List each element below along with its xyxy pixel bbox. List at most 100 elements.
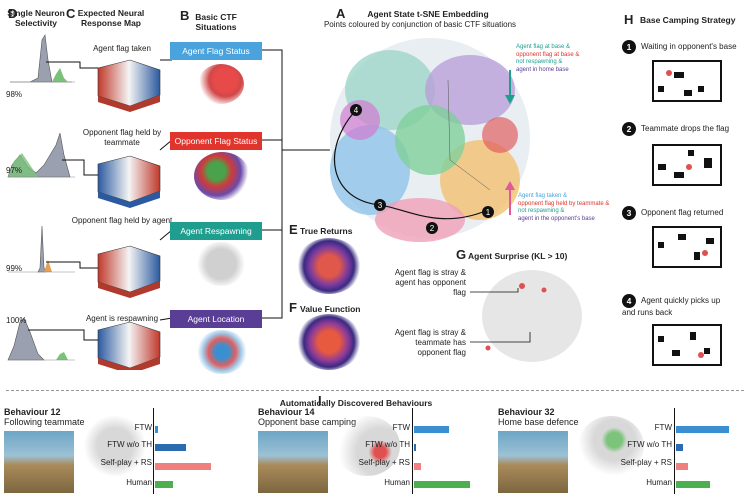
tsne-main-embedding: 4 3 2 1	[330, 38, 530, 242]
tsne-true-returns	[296, 238, 362, 294]
behaviour-32-label-ftw: FTW	[654, 423, 672, 432]
panel-a-subtitle: Points coloured by conjunction of basic …	[323, 20, 517, 29]
behaviour-32-label-human: Human	[646, 478, 672, 487]
behaviour-32-bar-selfplay	[676, 463, 688, 470]
panel-c-title: Expected Neural Response Map	[77, 8, 145, 28]
response-map-2	[97, 155, 161, 208]
marker-1: 1	[486, 208, 491, 217]
response-label-3: Opponent flag held by agent	[71, 216, 173, 225]
behaviour-12-screenshot	[4, 431, 74, 493]
behaviour-14-bar-human	[414, 481, 470, 488]
tsne-surprise	[470, 270, 582, 362]
marker-3: 3	[378, 201, 383, 210]
strategy-map-4	[652, 324, 722, 366]
tsne-opponent-flag	[194, 152, 250, 200]
response-label-4: Agent is respawning	[85, 314, 159, 323]
panel-h-title: Base Camping Strategy	[640, 15, 736, 25]
legend-home-line-1: Agent flag at base &	[516, 44, 571, 50]
panel-b-letter: B	[180, 8, 190, 23]
strategy-map-1	[652, 60, 722, 102]
step-1-text: Waiting in opponent's base	[641, 42, 737, 52]
selectivity-2: 97%	[6, 166, 23, 175]
response-map-3	[97, 245, 161, 298]
tsne-flag-status	[198, 64, 244, 104]
section-divider	[6, 390, 744, 391]
response-map-1	[97, 59, 161, 112]
neuron-histograms	[7, 34, 75, 361]
surprise-annotation-1: Agent flag is stray & agent has opponent…	[394, 268, 466, 297]
panel-f-title: Value Function	[300, 304, 361, 314]
situation-agent-location: Agent Location	[170, 310, 262, 328]
behaviour-32-tsne	[578, 416, 644, 476]
marker-2: 2	[430, 224, 435, 233]
behaviour-32-bar-ftw-noth	[676, 444, 683, 451]
situation-agent-flag-status: Agent Flag Status	[170, 42, 262, 60]
behaviour-14-label-selfplay: Self-play + RS	[358, 458, 410, 467]
behaviour-14-screenshot	[258, 431, 328, 493]
behaviour-14-label-ftw-noth: FTW w/o TH	[365, 440, 410, 449]
behaviour-14-title: Behaviour 14	[258, 407, 315, 417]
behaviour-32-screenshot	[498, 431, 568, 493]
panel-f-letter: F	[289, 300, 297, 315]
behaviour-32-title: Behaviour 32	[498, 407, 555, 417]
panel-a-letter: A	[336, 6, 346, 21]
legend-opp-line-4: agent in the opponent's base	[518, 215, 595, 222]
panel-h-letter: H	[624, 12, 634, 27]
situation-agent-respawning: Agent Respawning	[170, 222, 262, 240]
step-4-text: Agent quickly picks up and runs back	[622, 296, 721, 317]
response-maps	[97, 59, 161, 370]
response-label-1: Agent flag taken	[93, 44, 151, 53]
histogram-4	[7, 317, 75, 361]
strategy-step-3: 3 Opponent flag returned	[622, 206, 723, 220]
panel-e-letter: E	[289, 222, 298, 237]
legend-opp-line-2: opponent flag held by teammate &	[518, 200, 610, 207]
behaviour-32-label-ftw-noth: FTW w/o TH	[627, 440, 672, 449]
legend-opponent-base: Agent flag taken & opponent flag held by…	[518, 193, 609, 223]
behaviour-14-label-human: Human	[384, 478, 410, 487]
behaviour-32-axis	[674, 408, 675, 494]
response-label-2: Opponent flag held by teammate	[82, 128, 162, 147]
histogram-1	[10, 34, 75, 83]
behaviour-12-bar-human	[155, 481, 173, 488]
selectivity-3: 99%	[6, 264, 23, 273]
behaviour-12-desc: Following teammate	[4, 417, 85, 427]
behaviour-12-label-human: Human	[126, 478, 152, 487]
behaviour-12-label-selfplay: Self-play + RS	[100, 458, 152, 467]
panel-a-title: Agent State t-SNE Embedding	[367, 9, 489, 19]
panel-b-title: Basic CTF Situations	[195, 12, 237, 32]
legend-home-line-2: opponent flag at base &	[516, 51, 580, 58]
histogram-2	[7, 132, 75, 178]
behaviour-32-desc: Home base defence	[498, 417, 579, 427]
behaviour-12-bar-ftw-noth	[155, 444, 186, 451]
step-4-number: 4	[622, 294, 636, 308]
behaviour-32-bar-human	[676, 481, 710, 488]
behaviour-12-tsne	[82, 416, 148, 476]
behaviour-14-label-ftw: FTW	[392, 423, 410, 432]
selectivity-4: 100%	[6, 316, 27, 325]
behaviour-14-tsne	[334, 416, 400, 476]
response-map-4	[97, 321, 161, 370]
legend-home-base: Agent flag at base & opponent flag at ba…	[516, 44, 579, 74]
legend-opp-line-1: Agent flag taken &	[518, 193, 568, 199]
panel-e-title: True Returns	[300, 226, 353, 236]
tsne-value-function	[296, 314, 362, 370]
marker-4: 4	[354, 106, 359, 115]
strategy-map-2	[652, 144, 722, 186]
panel-g-title: Agent Surprise (KL > 10)	[468, 251, 568, 261]
legend-opp-line-3: not respawning &	[518, 208, 565, 214]
step-2-text: Teammate drops the flag	[641, 124, 730, 134]
behaviour-12-bar-ftw	[155, 426, 158, 433]
behaviour-12-label-ftw: FTW	[134, 423, 152, 432]
strategy-step-4: 4 Agent quickly picks up and runs back	[622, 294, 732, 318]
tsne-location	[196, 330, 248, 374]
situation-opponent-flag-status: Opponent Flag Status	[170, 132, 262, 150]
surprise-annotation-2: Agent flag is stray & teammate has oppon…	[394, 328, 466, 357]
panel-c-letter: C	[66, 6, 76, 21]
behaviour-14-desc: Opponent base camping	[258, 417, 357, 427]
behaviour-14-axis	[412, 408, 413, 494]
legend-home-line-3: not respawning &	[516, 59, 563, 65]
legend-home-line-4: agent in home base	[516, 66, 569, 73]
tsne-respawning	[196, 242, 246, 286]
panel-i-letter: I	[318, 393, 322, 408]
panel-i-title: Automatically Discovered Behaviours	[279, 398, 433, 408]
